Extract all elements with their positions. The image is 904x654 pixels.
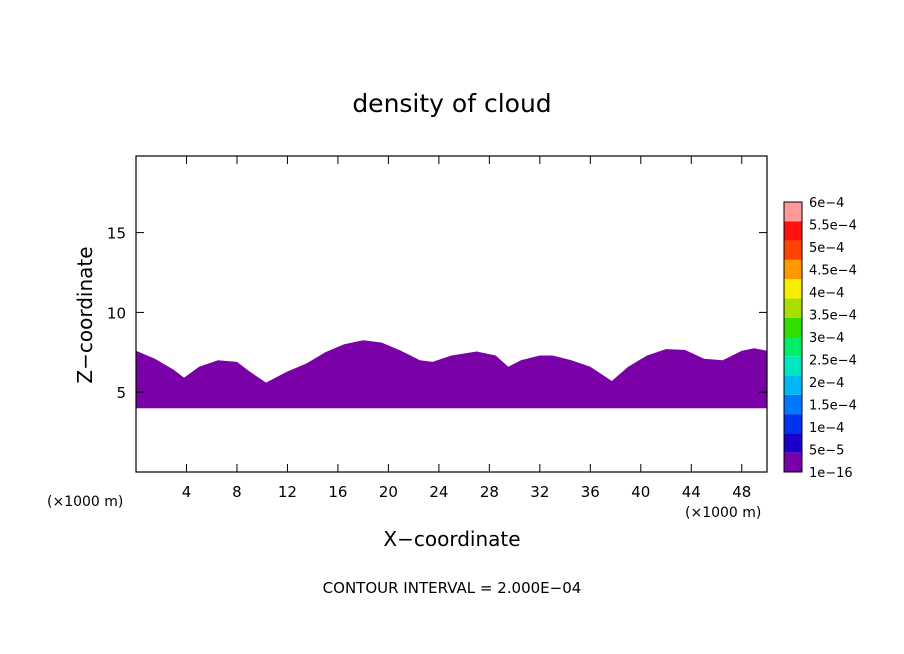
x-tick-label: 44	[682, 483, 701, 501]
legend-swatch	[784, 375, 802, 395]
legend-swatch	[784, 433, 802, 453]
x-tick-label: 24	[429, 483, 448, 501]
y-tick-label: 15	[107, 225, 126, 243]
x-tick-label: 8	[232, 483, 242, 501]
contour-interval-note: CONTOUR INTERVAL = 2.000E−04	[323, 579, 582, 597]
legend-swatch	[784, 452, 802, 472]
legend-label: 1e−16	[809, 466, 853, 481]
y-axis-label: Z−coordinate	[73, 246, 97, 383]
cloud-region	[136, 340, 767, 409]
y-axis-ticks: 5 10 15	[107, 225, 767, 402]
legend-swatch	[784, 317, 802, 337]
y-tick-label: 5	[116, 384, 126, 402]
legend-label: 4e−4	[809, 286, 844, 301]
x-tick-label: 16	[328, 483, 347, 501]
legend-label: 4.5e−4	[809, 264, 857, 279]
x-tick-label: 28	[480, 483, 499, 501]
x-tick-label: 40	[631, 483, 650, 501]
x-tick-label: 20	[379, 483, 398, 501]
plot-area	[136, 340, 767, 409]
legend-swatch	[784, 356, 802, 376]
chart-title: density of cloud	[352, 89, 551, 118]
legend-swatch	[784, 259, 802, 280]
x-tick-label: 32	[530, 483, 549, 501]
legend-label: 5.5e−4	[809, 219, 857, 234]
plot-frame	[135, 155, 768, 473]
legend-label: 2.5e−4	[809, 354, 857, 369]
legend-label: 3.5e−4	[809, 309, 857, 324]
legend-label: 2e−4	[809, 376, 844, 391]
legend-label: 5e−5	[809, 444, 844, 459]
color-legend: 1e−16 5e−5 1e−4 1.5e−4 2e−4 2.5e−4 3e−4 3.5e−4 4…	[783, 196, 857, 481]
x-tick-label: 12	[278, 483, 297, 501]
legend-swatch	[784, 202, 802, 222]
x-axis-label: X−coordinate	[383, 527, 520, 551]
x-tick-label: 36	[581, 483, 600, 501]
legend-swatch	[784, 298, 802, 318]
legend-frame	[783, 201, 803, 473]
legend-label: 3e−4	[809, 331, 844, 346]
legend-swatch	[784, 279, 802, 299]
x-tick-label: 4	[182, 483, 192, 501]
legend-swatch	[784, 414, 802, 434]
y-unit-label: (×1000 m)	[47, 494, 123, 510]
legend-label: 5e−4	[809, 241, 844, 256]
y-tick-label: 10	[107, 304, 126, 322]
x-axis-ticks: 4 8 12 16 20 24 28 32 36 40 44 48	[182, 156, 751, 501]
x-tick-label: 48	[732, 483, 751, 501]
legend-label: 6e−4	[809, 196, 844, 211]
x-unit-label: (×1000 m)	[685, 505, 761, 521]
legend-swatch	[784, 221, 802, 241]
legend-swatch	[784, 240, 802, 260]
legend-swatch	[784, 394, 802, 415]
legend-label: 1e−4	[809, 421, 844, 436]
legend-swatch	[784, 337, 802, 357]
legend-label: 1.5e−4	[809, 399, 857, 414]
